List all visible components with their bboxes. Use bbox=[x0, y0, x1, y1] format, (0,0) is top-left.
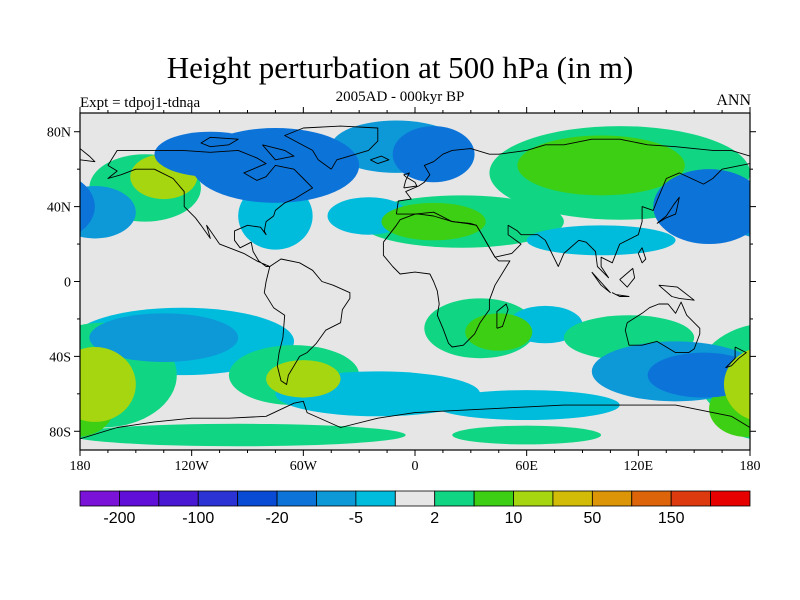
colorbar-swatch bbox=[237, 490, 278, 507]
coastline bbox=[619, 267, 636, 288]
lat-tick-label: 40N bbox=[47, 201, 71, 216]
coastline bbox=[80, 148, 96, 163]
coastline bbox=[263, 258, 351, 385]
lon-tick-label: 60E bbox=[515, 459, 538, 474]
lon-tick-label: 60W bbox=[290, 459, 318, 474]
colorbar-swatch bbox=[473, 490, 514, 507]
colorbar: -200 -100 -20 -5 2 10 50 150 bbox=[79, 490, 751, 527]
anomaly-contour bbox=[80, 357, 90, 386]
anomaly-contour bbox=[759, 313, 800, 362]
colorbar-swatch bbox=[197, 490, 239, 507]
experiment-label: Expt = tdpoj1-tdnaa bbox=[80, 95, 201, 111]
anomaly-contour bbox=[266, 360, 341, 398]
coastline bbox=[395, 138, 750, 279]
anomaly-contour bbox=[723, 349, 750, 420]
lat-tick-label: 80N bbox=[47, 126, 71, 141]
anomaly-contour bbox=[0, 225, 6, 255]
colorbar-label: -5 bbox=[349, 510, 363, 527]
anomaly-contour bbox=[526, 225, 676, 256]
anomaly-contour bbox=[392, 126, 475, 183]
anomaly-contour bbox=[653, 169, 750, 245]
coastline bbox=[107, 149, 314, 267]
colorbar-label: 50 bbox=[583, 510, 601, 527]
colorbar-swatch bbox=[355, 490, 396, 507]
anomaly-contour bbox=[80, 423, 406, 447]
coastline bbox=[80, 400, 750, 440]
colorbar-swatch bbox=[710, 490, 751, 507]
anomaly-contour bbox=[433, 390, 620, 421]
anomaly-contour bbox=[381, 202, 486, 241]
colorbar-label: 10 bbox=[505, 510, 523, 527]
colorbar-swatch bbox=[158, 490, 199, 507]
coastline bbox=[591, 271, 611, 294]
lat-tick-label: 0 bbox=[64, 276, 71, 291]
coastline bbox=[382, 211, 511, 348]
anomaly-contour bbox=[517, 135, 685, 196]
colorbar-label: -20 bbox=[265, 510, 288, 527]
colorbar-swatch bbox=[276, 490, 317, 507]
map-field bbox=[0, 113, 800, 450]
coastline bbox=[370, 155, 390, 165]
colorbar-swatch bbox=[434, 490, 475, 507]
colorbar-swatch bbox=[552, 490, 593, 507]
anomaly-contour bbox=[80, 181, 95, 233]
coastline bbox=[403, 172, 418, 189]
coastlines bbox=[80, 125, 750, 440]
anomaly-contour bbox=[759, 154, 800, 221]
coastline bbox=[637, 247, 647, 264]
axis-ticks bbox=[74, 107, 756, 456]
coastline bbox=[725, 346, 747, 369]
colorbar-swatch bbox=[79, 490, 120, 507]
coastline bbox=[284, 125, 379, 170]
colorbar-swatch bbox=[670, 490, 711, 507]
lon-tick-label: 120E bbox=[624, 459, 654, 474]
lat-tick-label: 80S bbox=[49, 425, 71, 440]
anomaly-contour bbox=[0, 135, 15, 195]
coastline bbox=[656, 196, 680, 224]
colorbar-swatch bbox=[591, 490, 633, 507]
colorbar-swatch bbox=[119, 490, 160, 507]
anomaly-contour bbox=[0, 315, 24, 360]
anomaly-contour bbox=[80, 347, 136, 422]
colorbar-swatch bbox=[631, 490, 672, 507]
lon-tick-label: 0 bbox=[412, 459, 419, 474]
anomaly-contour bbox=[80, 362, 90, 388]
lon-tick-label: 120W bbox=[175, 459, 210, 474]
lon-tick-label: 180 bbox=[740, 459, 761, 474]
colorbar-label: 150 bbox=[658, 510, 685, 527]
lon-tick-label: 180 bbox=[70, 459, 91, 474]
coastline bbox=[496, 303, 509, 329]
colorbar-swatch bbox=[513, 490, 554, 507]
chart-subtitle: 2005AD - 000kyr BP bbox=[335, 89, 465, 105]
coastline bbox=[200, 136, 239, 148]
anomaly-contour bbox=[452, 425, 602, 445]
colorbar-label: -100 bbox=[182, 510, 214, 527]
coastline bbox=[262, 144, 295, 161]
coastline bbox=[624, 301, 701, 354]
chart-title: Height perturbation at 500 hPa (in m) bbox=[166, 50, 634, 85]
anomaly-contour bbox=[154, 131, 267, 177]
colorbar-label: -200 bbox=[103, 510, 135, 527]
lat-tick-label: 40S bbox=[49, 350, 71, 365]
anomaly-contour bbox=[89, 313, 239, 363]
colorbar-label: 2 bbox=[430, 510, 439, 527]
anomaly-contour bbox=[465, 313, 533, 351]
coastline bbox=[611, 292, 630, 297]
season-label: ANN bbox=[716, 92, 751, 109]
coastline bbox=[658, 284, 695, 301]
anomaly-contour bbox=[80, 186, 136, 239]
colorbar-swatch bbox=[316, 490, 357, 507]
colorbar-swatch bbox=[394, 490, 436, 507]
